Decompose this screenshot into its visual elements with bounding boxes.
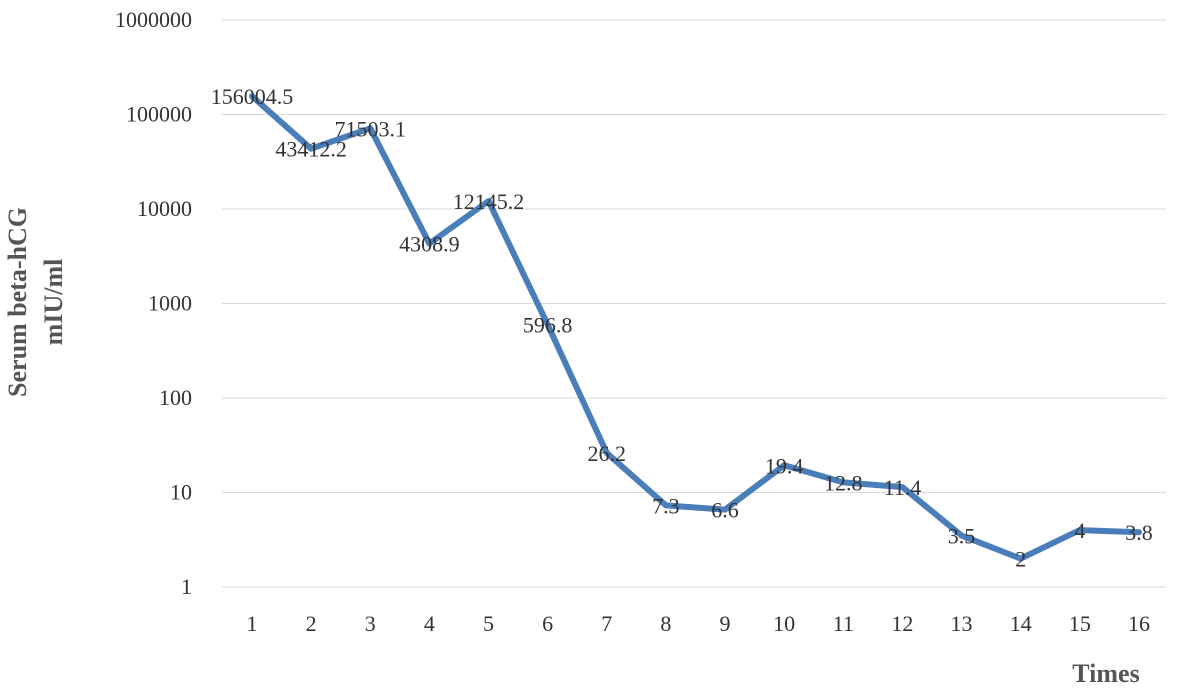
y-tick-label: 1	[181, 574, 192, 599]
data-label: 596.8	[523, 313, 573, 338]
series-line	[249, 93, 1142, 562]
data-label: 6.6	[711, 498, 739, 523]
x-tick-labels: 1 2 3 4 5 6 7 8 9 10 11 12 13 14 15 16	[247, 611, 1150, 636]
x-tick-label: 10	[773, 611, 795, 636]
x-tick-label: 4	[424, 611, 435, 636]
series-layer	[249, 93, 1142, 562]
x-tick-label: 12	[891, 611, 913, 636]
x-tick-label: 13	[951, 611, 973, 636]
data-label: 26.2	[588, 441, 627, 466]
x-tick-label: 2	[306, 611, 317, 636]
data-label: 3.5	[948, 524, 976, 549]
y-tick-label: 100	[159, 385, 192, 410]
gridlines	[222, 19, 1166, 588]
y-tick-label: 1000000	[115, 7, 192, 32]
y-axis-title-line1: Serum beta-hCG	[3, 207, 32, 397]
x-tick-label: 16	[1128, 611, 1150, 636]
data-label: 12.8	[824, 470, 863, 495]
x-tick-label: 5	[483, 611, 494, 636]
data-label: 4	[1074, 518, 1085, 543]
x-tick-label: 11	[833, 611, 854, 636]
x-tick-label: 6	[542, 611, 553, 636]
x-tick-label: 14	[1010, 611, 1032, 636]
y-tick-label: 10000	[137, 196, 192, 221]
data-label: 43412.2	[275, 137, 347, 162]
data-label: 2	[1015, 547, 1026, 572]
x-tick-label: 7	[601, 611, 612, 636]
x-tick-label: 15	[1069, 611, 1091, 636]
x-tick-label: 9	[720, 611, 731, 636]
x-tick-label: 8	[660, 611, 671, 636]
data-label: 4308.9	[399, 232, 460, 257]
data-label: 156004.5	[211, 84, 294, 109]
data-label: 71503.1	[335, 116, 407, 141]
y-tick-labels: 1 10 100 1000 10000 100000 1000000	[115, 7, 192, 599]
x-tick-label: 1	[247, 611, 258, 636]
data-label: 12145.2	[453, 189, 525, 214]
y-tick-label: 1000	[148, 291, 192, 316]
data-label: 11.4	[884, 475, 922, 500]
data-label: 7.3	[652, 493, 680, 518]
data-label: 19.4	[765, 453, 804, 478]
y-axis-title-line2: mIU/ml	[39, 259, 68, 346]
x-tick-label: 3	[365, 611, 376, 636]
y-tick-label: 100000	[126, 102, 192, 127]
data-label: 3.8	[1125, 520, 1153, 545]
x-axis-title: Times	[1072, 659, 1139, 688]
y-tick-label: 10	[170, 480, 192, 505]
